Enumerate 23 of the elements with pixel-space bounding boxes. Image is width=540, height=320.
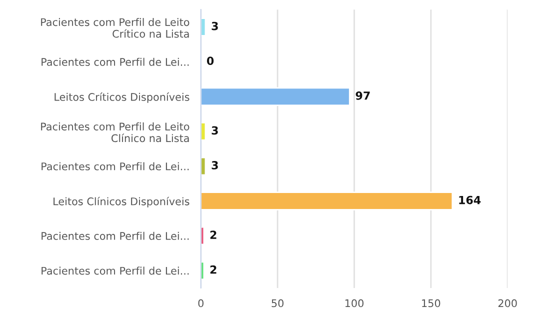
x-tick-label: 0 (198, 299, 204, 308)
y-tick-label: Pacientes com Perfil de Leito Clínico na Lista (41, 122, 190, 142)
y-tick-label: Pacientes com Perfil de Leito Crítico na Lista (41, 18, 190, 38)
data-label: 3 (212, 161, 218, 170)
data-label: 0 (206, 56, 214, 66)
data-label: 2 (210, 265, 216, 274)
bar (200, 87, 350, 106)
y-tick-label: Leitos Clínicos Disponíveis (54, 196, 190, 208)
data-label: 3 (212, 126, 218, 135)
data-label: 164 (459, 196, 481, 204)
y-tick-label: Pacientes com Perfil de Lei... (42, 162, 189, 170)
data-label: 97 (356, 91, 370, 100)
y-tick-label: Pacientes com Perfil de Lei... (42, 232, 189, 240)
y-tick-label: Leitos Críticos Disponíveis (54, 92, 190, 103)
x-tick-label: 150 (422, 299, 440, 308)
data-label: 2 (210, 230, 216, 239)
x-tick-label: 200 (498, 299, 517, 308)
y-tick-label: Pacientes com Perfil de Lei... (42, 266, 189, 275)
y-tick-label: Pacientes com Perfil de Lei... (42, 58, 189, 66)
data-label: 3 (212, 22, 218, 30)
bar (200, 192, 454, 210)
x-tick-label: 50 (272, 299, 284, 308)
x-tick-label: 100 (345, 299, 364, 308)
